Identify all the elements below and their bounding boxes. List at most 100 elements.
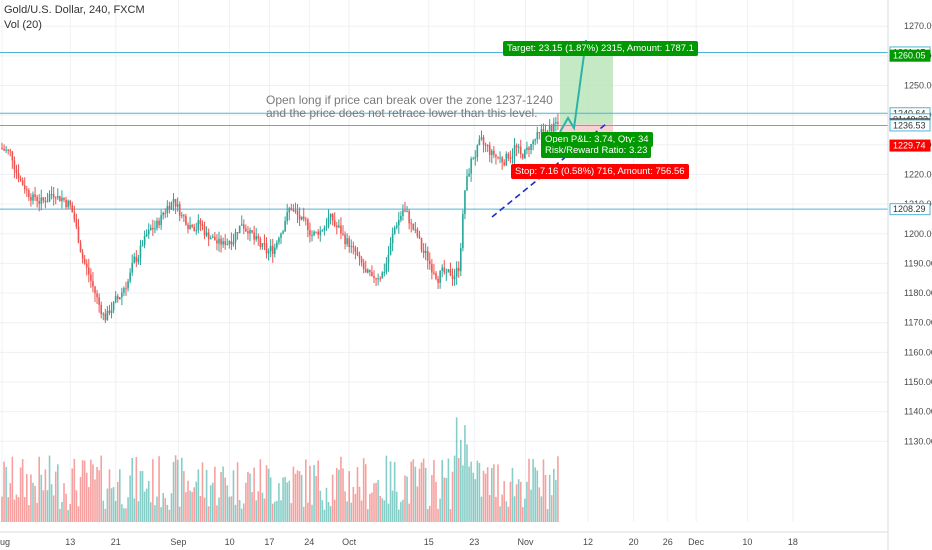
candle-body [379,278,381,280]
candle-body [309,230,311,236]
volume-bar [160,507,162,522]
volume-bar [412,459,415,522]
candle-body [532,140,534,144]
candle-body [393,227,396,234]
candle-body [290,208,293,211]
time-tick-label: Oct [342,537,357,547]
candle-body [555,122,557,124]
candle-body [486,145,489,147]
volume-bar [364,464,367,522]
target-label[interactable]: Target: 23.15 (1.87%) 2315, Amount: 1787… [503,41,698,56]
volume-bar [174,455,177,522]
volume-bar [350,502,353,522]
price-label-box [889,203,931,216]
candle-body [234,232,237,243]
candle-body [141,245,144,247]
volume-bar [476,460,479,522]
candle-body [420,237,423,251]
risk-reward-label[interactable]: Risk/Reward Ratio: 3.23 [541,143,652,158]
volume-bar [46,490,49,522]
candle-body [302,216,305,220]
candle-body [52,194,55,198]
volume-bar [451,471,454,522]
candle-body [422,250,425,254]
candle-body [13,160,16,170]
candle-body [69,200,71,206]
candle-body [209,237,212,240]
volume-bar [371,492,373,522]
candle-body [152,227,154,230]
candle-body [131,262,133,273]
volume-bar [255,500,257,522]
candle-body [259,238,262,247]
volume-bar [373,483,375,522]
candle-body [170,202,173,210]
volume-bar [408,503,410,522]
candle-body [5,149,7,151]
candle-body [468,173,470,177]
price-axis[interactable]: 1130.00 1140.00 1150.00 1160.00 1170.00 1180.… [887,0,932,550]
volume-bar [112,487,115,522]
candle-body [26,189,28,191]
volume-bar [515,484,518,522]
volume-bar [507,506,510,522]
candle-body [286,212,288,221]
candle-body [470,158,472,174]
symbol-title[interactable]: Gold/U.S. Dollar, 240, FXCM [4,4,145,16]
volume-bar [354,493,357,522]
candle-body [220,238,222,245]
trade-note[interactable]: Open long if price can break over the zo… [266,94,566,120]
volume-bar [94,479,96,522]
candlesticks [1,113,559,324]
volume-bar [133,498,136,522]
time-axis[interactable]: Aug 13 21 Sep 10 17 24 Oct 15 23 Nov 12 20 26 Dec 10 18 [0,531,888,547]
price-tick-label: 1150.00 [904,377,932,387]
price-label-box [889,49,931,62]
horizontal-levels[interactable] [0,51,888,210]
candle-body [528,147,530,151]
candle-body [75,219,78,227]
volume-bar [400,501,402,522]
candle-body [65,199,67,208]
volume-bar [38,456,40,522]
volume-bar [236,462,239,522]
candle-body [114,296,117,303]
volume-bar [32,482,34,522]
volume-bar [493,464,495,522]
volume-bar [462,465,464,522]
candle-body [42,197,45,201]
candle-body [313,231,315,236]
volume-bar [284,476,286,522]
candle-body [191,225,193,227]
note-line-1: Open long if price can break over the zo… [266,93,553,107]
candle-body [493,150,495,155]
volume-bar [249,473,251,522]
candle-body [222,241,224,245]
volume-bar [528,458,530,522]
volume-bar [305,459,307,522]
volume-bar [544,474,547,522]
candle-body [369,269,371,273]
candle-body [300,216,303,220]
volume-bar [212,482,214,522]
candle-body [150,227,152,230]
volume-bar [114,501,117,522]
volume-indicator-label[interactable]: Vol (20) [4,19,42,31]
volume-bar [325,487,328,522]
volume-bar [439,498,441,522]
time-tick-label: 15 [424,537,434,547]
candle-body [280,233,282,238]
volume-bar [57,464,59,522]
profit-zone [560,55,613,125]
candle-body [249,230,251,234]
volume-bar [455,417,458,522]
candle-body [505,153,508,166]
candle-body [181,215,183,217]
candle-body [501,157,503,163]
volume-bar [83,460,86,522]
volume-bar [98,470,100,522]
volume-bar [48,455,51,522]
stop-label[interactable]: Stop: 7.16 (0.58%) 716, Amount: 756.56 [511,164,689,179]
volume-bar [158,456,160,522]
